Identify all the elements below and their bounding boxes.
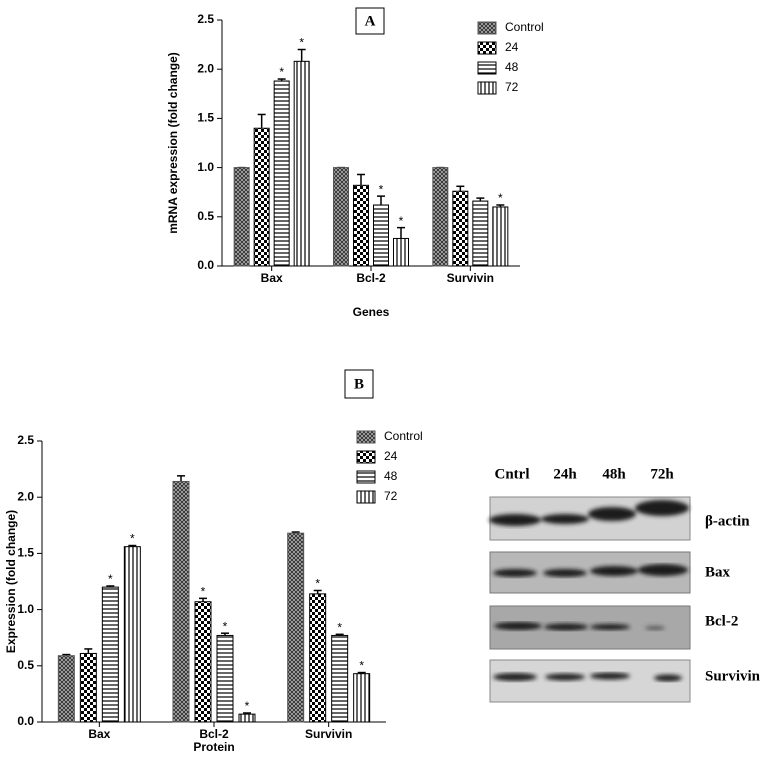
bar: [492, 206, 509, 267]
legend-swatch: [477, 81, 497, 95]
blot-row-label: Bax: [705, 564, 731, 580]
legend-swatch: [477, 41, 497, 55]
y-axis-label: Expression (fold change): [4, 510, 18, 653]
y-tick-label: 1.0: [197, 160, 214, 174]
bar: [57, 655, 75, 723]
y-tick-label: 2.5: [17, 433, 34, 447]
legend-swatch: [356, 490, 376, 504]
panel-box: [355, 7, 385, 35]
panel-label: A: [365, 13, 376, 29]
y-tick-label: 2.0: [197, 61, 214, 75]
bar: [472, 200, 489, 267]
blot-column-label: Cntrl: [495, 466, 530, 482]
y-tick-label: 0.5: [197, 209, 214, 223]
bar: [293, 60, 310, 267]
panel-box: [344, 369, 374, 399]
legend-label: 48: [384, 469, 398, 483]
legend-swatch: [477, 61, 497, 75]
western-blot: Cntrl 24h 48h 72h β-actin Bax Bcl-2 Surv…: [489, 466, 761, 703]
bar: [123, 546, 141, 723]
blot-row-label: Survivin: [705, 668, 761, 684]
significance-marker: *: [245, 699, 250, 713]
significance-marker: *: [130, 532, 135, 546]
legend-label: 72: [505, 80, 519, 94]
x-tick-label: Bcl-2: [199, 727, 229, 741]
bar: [287, 532, 305, 723]
bar: [353, 673, 371, 723]
bar: [79, 652, 97, 723]
blot-row-label: Bcl-2: [705, 613, 738, 629]
bar: [353, 184, 369, 267]
bar: [309, 593, 327, 723]
legend-label: 72: [384, 489, 398, 503]
bar: [233, 167, 250, 267]
legend-label: 24: [505, 40, 519, 54]
legend-swatch: [356, 450, 376, 464]
legend-label: Control: [505, 20, 544, 34]
legend-swatch: [477, 21, 497, 35]
significance-marker: *: [399, 214, 404, 228]
panel-label: B: [354, 376, 364, 392]
bar: [216, 634, 234, 723]
significance-marker: *: [201, 585, 206, 599]
blot-bands: [493, 564, 688, 577]
blot-bands: [494, 622, 665, 631]
blot-column-label: 24h: [553, 466, 577, 482]
bar: [432, 167, 449, 267]
blot-column-label: 48h: [602, 466, 626, 482]
significance-marker: *: [299, 36, 304, 50]
bar: [253, 127, 270, 267]
x-tick-label: Survivin: [305, 727, 352, 741]
blot-bands: [493, 672, 682, 682]
bar: [331, 634, 349, 723]
bar: [333, 167, 349, 267]
bar: [101, 586, 119, 723]
y-tick-label: 0.0: [17, 714, 34, 728]
significance-marker: *: [359, 659, 364, 673]
blot-column-label: 72h: [650, 466, 674, 482]
blot-row-label: β-actin: [705, 513, 750, 529]
bar: [393, 237, 409, 267]
y-tick-label: 1.0: [17, 602, 34, 616]
legend-swatch: [356, 470, 376, 484]
y-tick-label: 2.0: [17, 489, 34, 503]
y-tick-label: 1.5: [197, 111, 214, 125]
significance-marker: *: [379, 182, 384, 196]
bar: [172, 480, 190, 723]
legend-swatch: [356, 430, 376, 444]
x-axis-label: Protein: [193, 740, 234, 754]
bar: [373, 204, 389, 267]
significance-marker: *: [498, 191, 503, 205]
y-axis-label: mRNA expression (fold change): [166, 52, 180, 234]
y-tick-label: 0.5: [17, 658, 34, 672]
x-tick-label: Bcl-2: [356, 271, 386, 285]
blot-bands: [489, 500, 689, 526]
bar: [452, 190, 469, 267]
x-tick-label: Bax: [88, 727, 110, 741]
significance-marker: *: [315, 577, 320, 591]
x-axis-label: Genes: [353, 305, 390, 319]
y-tick-label: 1.5: [17, 546, 34, 560]
significance-marker: *: [337, 620, 342, 634]
bar: [238, 713, 256, 723]
legend-label: 48: [505, 60, 519, 74]
y-tick-label: 2.5: [197, 12, 214, 26]
legend-label: 24: [384, 449, 398, 463]
x-tick-label: Survivin: [447, 271, 494, 285]
y-tick-label: 0.0: [197, 258, 214, 272]
significance-marker: *: [108, 572, 113, 586]
significance-marker: *: [279, 65, 284, 79]
bar: [273, 80, 290, 267]
bar: [194, 601, 212, 723]
significance-marker: *: [223, 619, 228, 633]
blot-strip: [489, 659, 691, 703]
x-tick-label: Bax: [261, 271, 283, 285]
legend-label: Control: [384, 429, 423, 443]
